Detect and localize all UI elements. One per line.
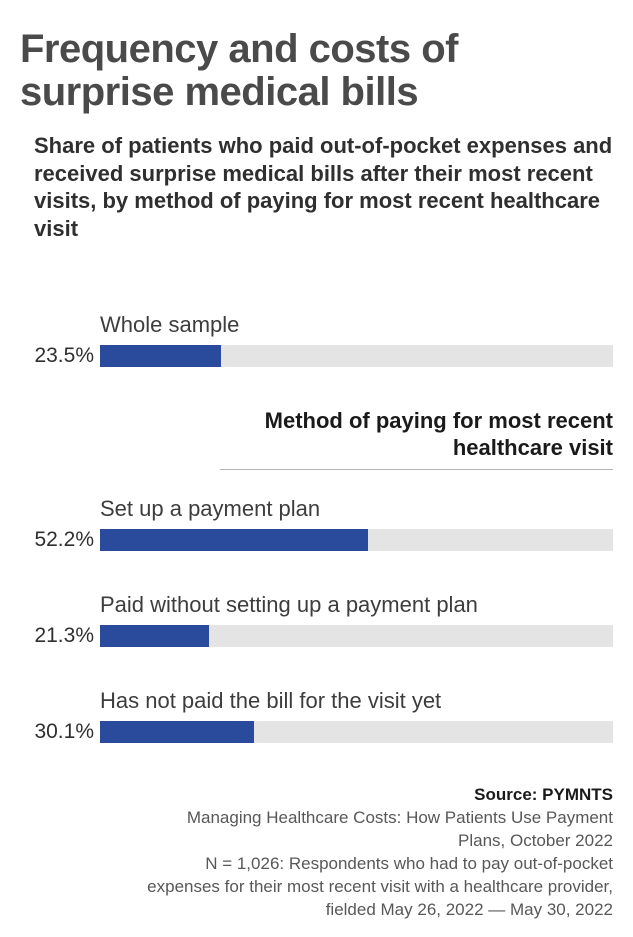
bar-holder: 30.1%: [20, 720, 613, 744]
bar-percent: 21.3%: [20, 624, 100, 648]
bar-row: Has not paid the bill for the visit yet3…: [20, 688, 613, 744]
bar-percent: 30.1%: [20, 720, 100, 744]
source-line-2: N = 1,026: Respondents who had to pay ou…: [140, 853, 613, 922]
bar-label: Whole sample: [100, 312, 613, 338]
bar-fill: [100, 345, 221, 367]
source-line-1: Managing Healthcare Costs: How Patients …: [140, 807, 613, 853]
bar-holder: 52.2%: [20, 528, 613, 552]
bar-row: Set up a payment plan52.2%: [20, 496, 613, 552]
bar-row: Paid without setting up a payment plan21…: [20, 592, 613, 648]
bar-fill: [100, 625, 209, 647]
bars-top-group: Whole sample23.5%: [20, 312, 613, 368]
bar-percent: 23.5%: [20, 344, 100, 368]
bar-track: [100, 345, 613, 367]
bar-row: Whole sample23.5%: [20, 312, 613, 368]
bar-percent: 52.2%: [20, 528, 100, 552]
chart-title: Frequency and costs of surprise medical …: [20, 28, 613, 114]
bar-label: Paid without setting up a payment plan: [100, 592, 613, 618]
source-block: Source: PYMNTS Managing Healthcare Costs…: [20, 784, 613, 922]
bar-track: [100, 529, 613, 551]
bars-section-group: Set up a payment plan52.2% Paid without s…: [20, 496, 613, 744]
bar-fill: [100, 721, 254, 743]
bar-track: [100, 721, 613, 743]
bar-holder: 23.5%: [20, 344, 613, 368]
chart-subtitle: Share of patients who paid out-of-pocket…: [20, 132, 613, 242]
bar-fill: [100, 529, 368, 551]
bar-holder: 21.3%: [20, 624, 613, 648]
bar-label: Set up a payment plan: [100, 496, 613, 522]
bar-label: Has not paid the bill for the visit yet: [100, 688, 613, 714]
bar-track: [100, 625, 613, 647]
section-heading: Method of paying for most recent healthc…: [220, 408, 613, 470]
source-label: Source: PYMNTS: [140, 784, 613, 807]
